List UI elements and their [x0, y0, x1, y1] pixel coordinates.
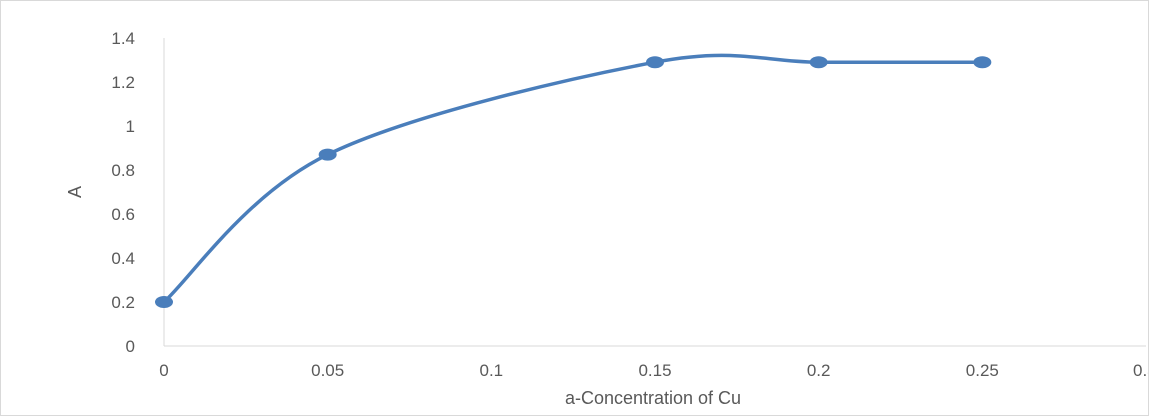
y-tick-label: 1.2 [111, 73, 135, 92]
axes [163, 38, 1146, 347]
y-tick-label: 0.2 [111, 293, 135, 312]
x-tick-label: 0.25 [966, 361, 999, 380]
x-tick-label: 0.05 [311, 361, 344, 380]
y-tick-label: 0.6 [111, 205, 135, 224]
data-point [973, 56, 992, 69]
y-tick-label: 1 [126, 117, 135, 136]
y-tick-label: 0.4 [111, 249, 135, 268]
y-tick-label: 0 [126, 337, 135, 356]
x-tick-label: 0.1 [480, 361, 504, 380]
data-point [155, 296, 173, 308]
y-tick-label: 0.8 [111, 161, 135, 180]
x-tick-labels: 0 0.05 0.1 0.15 0.2 0.25 0.3 [159, 361, 1148, 380]
data-point [318, 148, 337, 161]
x-axis-title: a-Concentration of Cu [565, 388, 741, 408]
y-tick-labels: 0 0.2 0.4 0.6 0.8 1 1.2 1.4 [111, 29, 135, 356]
series-line [162, 53, 985, 304]
x-tick-label: 0.3 [1133, 361, 1148, 380]
x-tick-label: 0.2 [807, 361, 831, 380]
data-point [646, 56, 664, 69]
x-tick-label: 0.15 [638, 361, 671, 380]
y-axis-title: A [65, 186, 85, 198]
y-tick-label: 1.4 [111, 29, 135, 48]
data-point [809, 56, 828, 69]
x-tick-label: 0 [159, 361, 168, 380]
series-layer [155, 53, 992, 308]
